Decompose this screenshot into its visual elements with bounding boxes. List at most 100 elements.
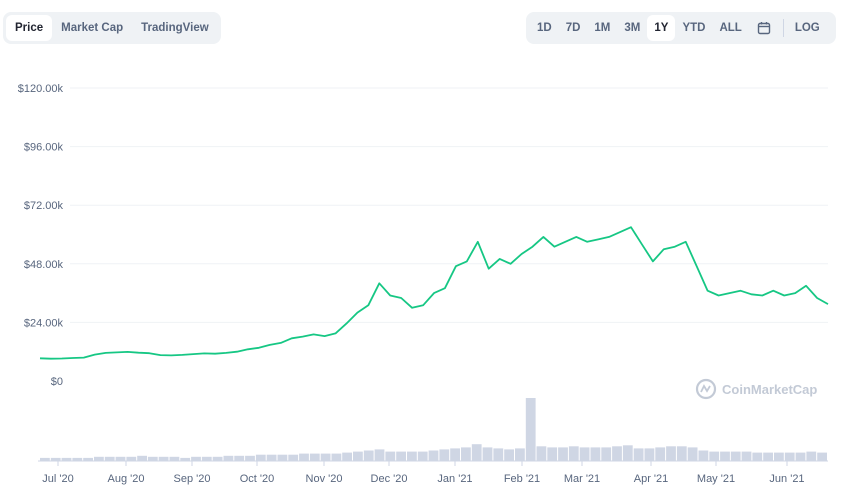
tab-market-cap[interactable]: Market Cap	[61, 22, 124, 34]
x-tick-label: Nov '20	[306, 473, 343, 485]
volume-bar	[147, 456, 158, 461]
volume-bar	[461, 447, 471, 462]
volume-bar	[104, 456, 115, 461]
tab-all[interactable]: ALL	[719, 22, 742, 34]
y-tick-label: $96.00k	[24, 142, 64, 154]
x-tick-label: Feb '21	[504, 473, 540, 485]
coinmarketcap-logo-icon	[695, 378, 717, 400]
x-tick-label: Dec '20	[371, 473, 408, 485]
volume-bar	[763, 452, 773, 461]
volume-bar	[525, 398, 536, 461]
volume-bars	[38, 398, 828, 462]
volume-bar	[385, 451, 396, 462]
volume-bar	[50, 457, 61, 462]
volume-bar	[515, 448, 525, 461]
tab-ytd[interactable]: YTD	[682, 22, 706, 34]
volume-bar	[137, 455, 147, 462]
volume-bar	[547, 447, 558, 462]
y-tick-label: $120.00k	[18, 83, 64, 95]
volume-bar	[320, 453, 331, 461]
volume-bar	[774, 452, 784, 461]
volume-bar	[622, 445, 633, 462]
volume-bar	[342, 452, 352, 461]
tab-3m[interactable]: 3M	[624, 22, 641, 34]
volume-bar	[493, 448, 504, 461]
chart-type-tabs: Price Market Cap TradingView	[3, 12, 221, 44]
volume-bar	[245, 455, 255, 462]
volume-bar	[417, 451, 428, 462]
y-tick-label: $24.00k	[24, 317, 64, 329]
tab-1y[interactable]: 1Y	[647, 15, 676, 41]
x-tick-label: Jun '21	[769, 473, 804, 485]
volume-bar	[752, 452, 763, 461]
volume-bar	[331, 453, 342, 461]
calendar-button[interactable]	[749, 15, 779, 41]
volume-bar	[590, 447, 601, 462]
volume-bar	[687, 447, 698, 462]
volume-bar	[363, 450, 374, 461]
tab-price[interactable]: Price	[6, 15, 53, 41]
volume-bar	[223, 455, 234, 462]
volume-bar	[61, 457, 72, 462]
volume-bar	[558, 447, 568, 462]
x-axis: Jul '20 Aug '20 Sep '20 Oct '20 Nov '20 Dec '…	[42, 461, 805, 485]
tab-1m[interactable]: 1M	[594, 22, 611, 34]
volume-bar	[288, 454, 299, 461]
volume-bar	[180, 457, 191, 462]
volume-bar	[396, 451, 406, 462]
volume-bar	[730, 451, 741, 462]
watermark: CoinMarketCap	[695, 378, 817, 400]
price-series-line	[39, 226, 829, 360]
volume-bar	[784, 452, 795, 461]
volume-bar	[817, 452, 827, 461]
y-tick-label: $72.00k	[24, 200, 64, 212]
tab-7d[interactable]: 7D	[565, 22, 581, 34]
x-tick-label: Apr '21	[634, 473, 669, 485]
time-range-tabs: 1D 7D 1M 3M 1Y YTD ALL LOG	[526, 12, 836, 44]
volume-bar	[234, 455, 245, 462]
volume-bar	[277, 454, 288, 461]
volume-bar	[309, 453, 320, 461]
tab-1d[interactable]: 1D	[537, 22, 552, 34]
x-tick-label: Mar '21	[564, 473, 600, 485]
volume-bar	[698, 450, 709, 461]
x-tick-label: Oct '20	[240, 473, 275, 485]
volume-bar	[158, 456, 169, 461]
volume-bar	[655, 447, 666, 462]
volume-bar	[644, 448, 655, 461]
x-tick-label: Jan '21	[437, 473, 472, 485]
volume-bar	[806, 451, 817, 462]
volume-bar	[94, 456, 104, 461]
volume-bar	[72, 457, 83, 462]
y-tick-label: $0	[51, 376, 63, 388]
volume-bar	[471, 444, 482, 461]
volume-bar	[504, 449, 514, 461]
volume-bar	[482, 447, 493, 462]
y-axis: $0 $24.00k $48.00k $72.00k $96.00k $120.00k	[18, 83, 64, 388]
volume-bar	[191, 456, 201, 461]
volume-bar	[266, 454, 277, 461]
volume-bar	[633, 448, 644, 461]
divider	[782, 19, 784, 37]
y-tick-label: $48.00k	[24, 259, 64, 271]
volume-bar	[126, 456, 137, 461]
volume-bar	[299, 453, 309, 461]
volume-bar	[612, 446, 622, 461]
x-tick-label: Aug '20	[108, 473, 145, 485]
volume-bar	[666, 446, 676, 461]
tab-tradingview[interactable]: TradingView	[141, 22, 209, 34]
watermark-text: CoinMarketCap	[722, 382, 817, 397]
volume-bar	[720, 451, 730, 462]
volume-bar	[676, 446, 687, 461]
volume-bar	[579, 447, 590, 462]
volume-bar	[601, 447, 612, 462]
tab-log[interactable]: LOG	[794, 22, 820, 34]
volume-bar	[428, 450, 439, 461]
volume-bar	[255, 454, 266, 461]
volume-bar	[212, 456, 223, 461]
volume-bar	[40, 457, 50, 462]
volume-bar	[709, 451, 720, 462]
volume-bar	[115, 456, 126, 461]
volume-bar	[536, 446, 547, 461]
